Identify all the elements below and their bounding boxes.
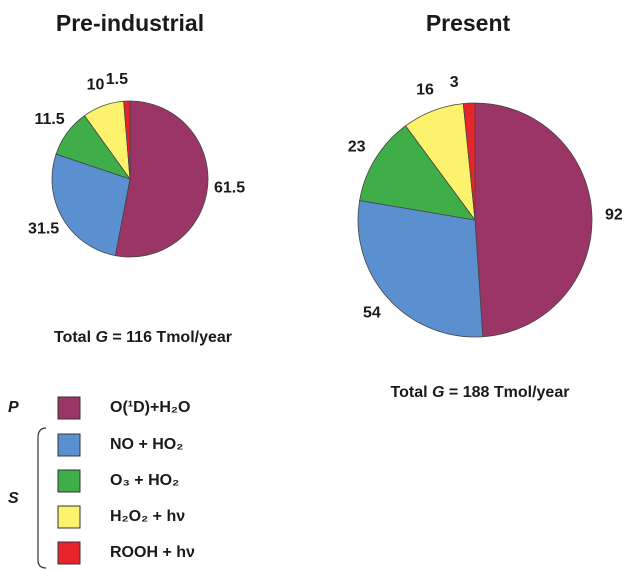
note-part: Total (54, 329, 95, 346)
legend-label: O₃ + HO₂ (110, 472, 179, 489)
pie-slice (462, 102, 476, 221)
note-part: G (95, 329, 107, 346)
group-label: P (8, 399, 19, 416)
data-label: 10 (87, 76, 105, 93)
pie-slice (474, 102, 593, 338)
legend-swatch (57, 541, 81, 565)
data-label: 31.5 (28, 221, 59, 238)
note-part: Total (391, 384, 432, 401)
data-label: 61.5 (214, 180, 245, 197)
legend-label: NO + HO₂ (110, 436, 183, 453)
legend-swatch (57, 505, 81, 529)
total-note: Total G = 116 Tmol/year (54, 329, 232, 346)
group-label: S (8, 490, 19, 507)
pie-slice (357, 200, 484, 338)
data-label: 1.5 (106, 71, 128, 88)
note-part: = 116 Tmol/year (108, 329, 232, 346)
pie-slice (51, 153, 131, 257)
data-label: 92 (605, 207, 623, 224)
legend-label: ROOH + hν (110, 544, 195, 561)
data-label: 16 (416, 82, 434, 99)
total-note: Total G = 188 Tmol/year (391, 384, 570, 401)
legend-swatch (57, 396, 81, 420)
legend-label: H₂O₂ + hν (110, 508, 185, 525)
note-part: = 188 Tmol/year (444, 384, 569, 401)
pie-slice (114, 100, 209, 258)
legend-label: O(¹D)+H₂O (110, 399, 190, 416)
chart-title: Present (426, 10, 511, 36)
data-label: 54 (363, 304, 381, 321)
data-label: 11.5 (34, 111, 64, 128)
legend-swatch (57, 433, 81, 457)
note-part: G (432, 384, 444, 401)
pie-slice (123, 100, 131, 180)
pie-slice (359, 125, 476, 221)
legend-swatch (57, 469, 81, 493)
chart-title: Pre-industrial (56, 10, 204, 36)
data-label: 3 (450, 74, 459, 91)
bracket (37, 427, 47, 569)
data-label: 23 (348, 138, 366, 155)
